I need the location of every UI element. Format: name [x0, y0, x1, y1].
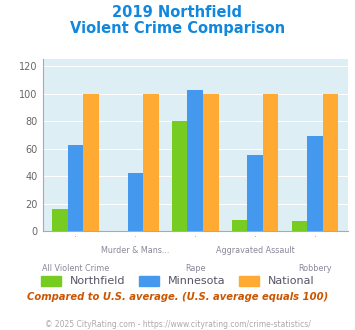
Legend: Northfield, Minnesota, National: Northfield, Minnesota, National [37, 271, 318, 291]
Bar [52, 209, 68, 231]
Bar [143, 94, 159, 231]
Bar [291, 221, 307, 231]
Text: Aggravated Assault: Aggravated Assault [216, 246, 295, 255]
Bar [203, 94, 219, 231]
Bar [232, 220, 247, 231]
Text: Compared to U.S. average. (U.S. average equals 100): Compared to U.S. average. (U.S. average … [27, 292, 328, 302]
Bar [247, 155, 263, 231]
Text: © 2025 CityRating.com - https://www.cityrating.com/crime-statistics/: © 2025 CityRating.com - https://www.city… [45, 320, 310, 329]
Bar [127, 173, 143, 231]
Bar [263, 94, 278, 231]
Text: Robbery: Robbery [298, 264, 332, 273]
Bar [307, 136, 323, 231]
Text: 2019 Northfield: 2019 Northfield [113, 5, 242, 20]
Bar [83, 94, 99, 231]
Text: Murder & Mans...: Murder & Mans... [101, 246, 170, 255]
Bar [187, 90, 203, 231]
Bar [68, 145, 83, 231]
Text: Rape: Rape [185, 264, 206, 273]
Bar [323, 94, 338, 231]
Bar [172, 121, 187, 231]
Text: Violent Crime Comparison: Violent Crime Comparison [70, 21, 285, 36]
Text: All Violent Crime: All Violent Crime [42, 264, 109, 273]
